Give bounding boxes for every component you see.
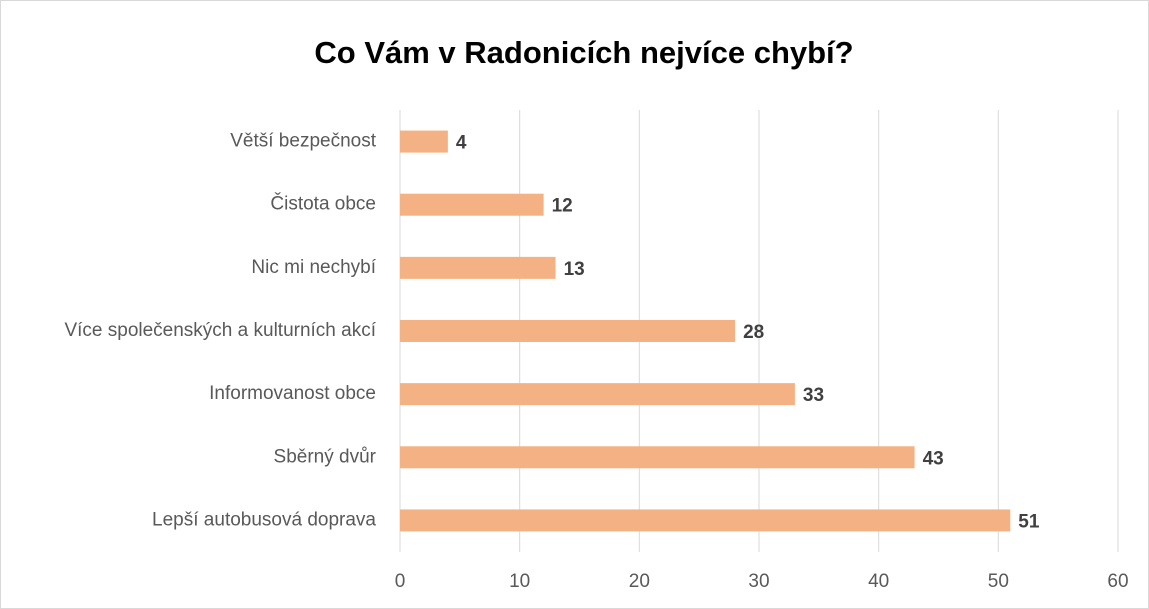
y-tick-label: Větší bezpečnost — [230, 131, 376, 152]
x-tick-label: 20 — [629, 571, 650, 592]
bar — [400, 383, 795, 406]
x-tick-label: 10 — [509, 571, 530, 592]
x-tick-label: 0 — [395, 571, 406, 592]
bar — [400, 130, 448, 153]
data-label: 4 — [456, 133, 467, 154]
data-label: 33 — [803, 385, 824, 406]
x-tick-label: 40 — [868, 571, 889, 592]
y-tick-label: Sběrný dvůr — [274, 446, 377, 467]
x-tick-label: 50 — [988, 571, 1009, 592]
y-tick-label: Informovanost obce — [209, 383, 376, 404]
y-tick-label: Lepší autobusová doprava — [152, 509, 376, 530]
bar — [400, 509, 1011, 532]
data-label: 12 — [552, 196, 573, 217]
y-tick-label: Více společenských a kulturních akcí — [64, 320, 376, 341]
bar — [400, 256, 556, 279]
x-tick-label: 30 — [748, 571, 769, 592]
bar — [400, 320, 736, 342]
data-label: 51 — [1018, 511, 1040, 532]
chart-title: Co Vám v Radonicích nejvíce chybí? — [314, 35, 853, 70]
data-label: 13 — [564, 259, 585, 280]
x-tick-label: 60 — [1107, 571, 1128, 592]
y-tick-label: Nic mi nechybí — [251, 257, 376, 278]
data-label: 43 — [923, 448, 944, 469]
bar — [400, 193, 544, 216]
data-label: 28 — [743, 322, 764, 343]
bar — [400, 446, 915, 469]
y-tick-label: Čistota obce — [270, 193, 376, 215]
